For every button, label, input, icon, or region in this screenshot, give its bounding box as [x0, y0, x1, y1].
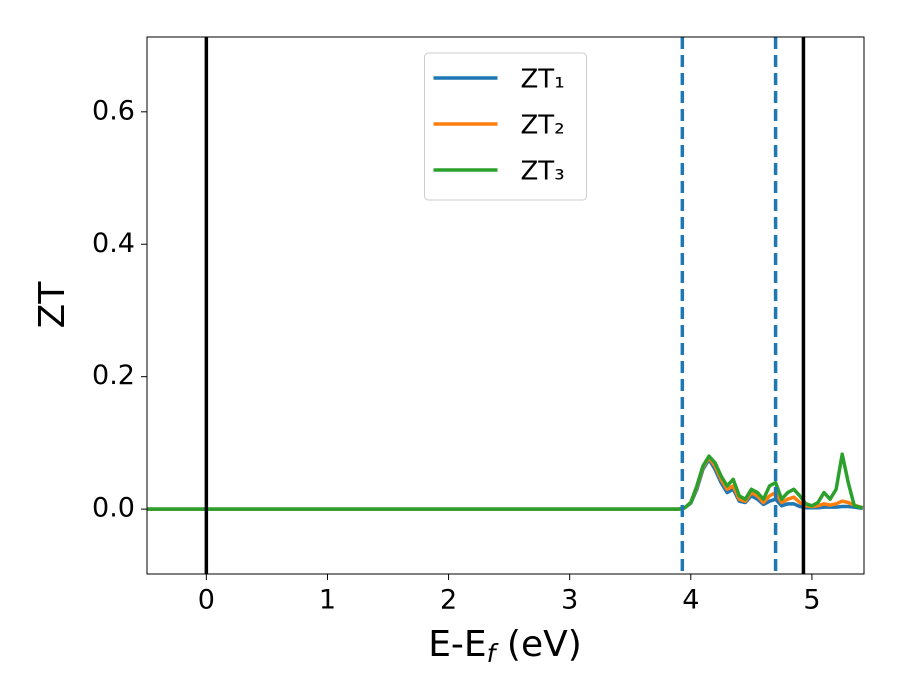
series-line	[147, 457, 864, 511]
y-tick-label: 0.4	[92, 228, 135, 259]
x-tick-label: 5	[803, 585, 820, 616]
legend-label: ZT₂	[521, 111, 565, 141]
x-tick-label: 1	[319, 585, 336, 616]
series-line	[147, 452, 864, 511]
x-tick-label: 4	[682, 585, 699, 616]
x-tick-label: 3	[561, 585, 578, 616]
y-tick-label: 0.6	[92, 95, 135, 126]
plot-area	[147, 452, 864, 511]
x-label-rest: (eV)	[495, 624, 581, 665]
x-tick-label: 2	[440, 585, 457, 616]
y-axis-label: ZT	[32, 281, 73, 329]
x-label-main: E-E	[428, 624, 486, 665]
series-line	[147, 455, 864, 511]
x-tick-label: 0	[198, 585, 215, 616]
legend-label: ZT₃	[521, 157, 565, 187]
y-tick-label: 0.0	[92, 493, 135, 524]
legend-label: ZT₁	[521, 65, 565, 95]
y-tick-label: 0.2	[92, 360, 135, 391]
x-axis-label: E-Ef (eV)	[428, 624, 582, 668]
plot-frame	[146, 36, 865, 575]
legend-box	[424, 52, 587, 201]
